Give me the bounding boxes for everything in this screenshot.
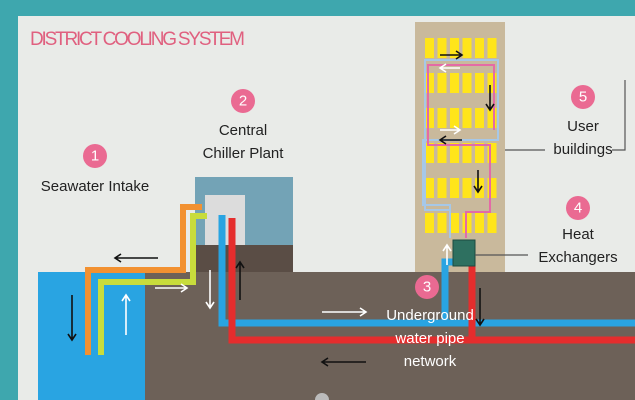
- label: Seawater Intake: [41, 178, 149, 195]
- window: [487, 143, 497, 163]
- window: [475, 38, 484, 58]
- number-badge: [566, 196, 590, 220]
- window: [475, 73, 484, 93]
- window: [462, 38, 472, 58]
- window: [475, 108, 484, 128]
- label: Central: [219, 122, 267, 139]
- window: [462, 108, 472, 128]
- leader-buildings: [505, 80, 626, 151]
- window: [487, 38, 497, 58]
- window: [437, 73, 447, 93]
- window: [450, 108, 459, 128]
- arrow: [473, 170, 483, 194]
- window: [450, 213, 459, 233]
- label: Chiller Plant: [203, 145, 285, 162]
- window: [475, 178, 484, 198]
- window: [425, 213, 434, 233]
- label: Exchangers: [538, 249, 617, 266]
- number: 1: [91, 148, 99, 165]
- window: [487, 178, 497, 198]
- arrow: [235, 260, 245, 300]
- window: [437, 213, 447, 233]
- arrow: [438, 135, 462, 145]
- ground: [145, 272, 635, 400]
- arrow: [485, 85, 495, 112]
- window: [450, 73, 459, 93]
- pipe-blue: [218, 215, 635, 327]
- window: [487, 73, 497, 93]
- arrow: [155, 283, 189, 293]
- window: [450, 143, 459, 163]
- window: [450, 178, 459, 198]
- pipe-red: [228, 218, 635, 344]
- label: Underground: [386, 307, 474, 324]
- arrow: [440, 125, 462, 135]
- title: DISTRICT COOLING SYSTEM: [30, 29, 245, 50]
- number-badge: [415, 275, 439, 299]
- number-badge: [231, 89, 255, 113]
- window: [462, 143, 472, 163]
- pipe-orange: [85, 204, 202, 355]
- label: network: [404, 353, 457, 370]
- heat-exchanger: [452, 239, 476, 267]
- arrow: [438, 63, 460, 73]
- number: 5: [579, 89, 587, 106]
- window: [487, 108, 497, 128]
- arrow: [121, 293, 131, 335]
- window: [462, 73, 472, 93]
- window: [450, 38, 459, 58]
- arrow: [67, 295, 77, 342]
- window: [437, 38, 447, 58]
- sea: [38, 272, 145, 400]
- labels: 1 Seawater Intake 2 Central Chiller Plant 3 Un…: [41, 85, 618, 370]
- window: [425, 108, 434, 128]
- number: 2: [239, 93, 247, 110]
- arrow: [442, 243, 452, 265]
- window: [425, 38, 434, 58]
- window: [487, 213, 497, 233]
- arrow: [113, 253, 158, 263]
- window: [462, 178, 472, 198]
- pipe-green: [98, 213, 207, 355]
- label: buildings: [553, 141, 612, 158]
- arrow: [440, 50, 464, 60]
- label: User: [567, 118, 599, 135]
- number-badge: [571, 85, 595, 109]
- windows: [425, 38, 497, 233]
- label: water pipe: [394, 330, 464, 347]
- arrow: [205, 270, 215, 310]
- building-loop-pink: [427, 64, 495, 238]
- arrow: [322, 307, 368, 317]
- scroll-dot: [315, 393, 329, 400]
- window: [437, 178, 447, 198]
- arrow: [475, 288, 485, 327]
- window: [425, 143, 434, 163]
- building-loop-blue: [422, 59, 499, 238]
- window: [437, 143, 447, 163]
- window: [475, 143, 484, 163]
- number: 4: [574, 200, 582, 217]
- window: [425, 73, 434, 93]
- number-badge: [83, 144, 107, 168]
- arrow: [320, 357, 366, 367]
- label: Heat: [562, 226, 595, 243]
- window: [425, 178, 434, 198]
- number: 3: [423, 279, 431, 296]
- window: [475, 213, 484, 233]
- window: [437, 108, 447, 128]
